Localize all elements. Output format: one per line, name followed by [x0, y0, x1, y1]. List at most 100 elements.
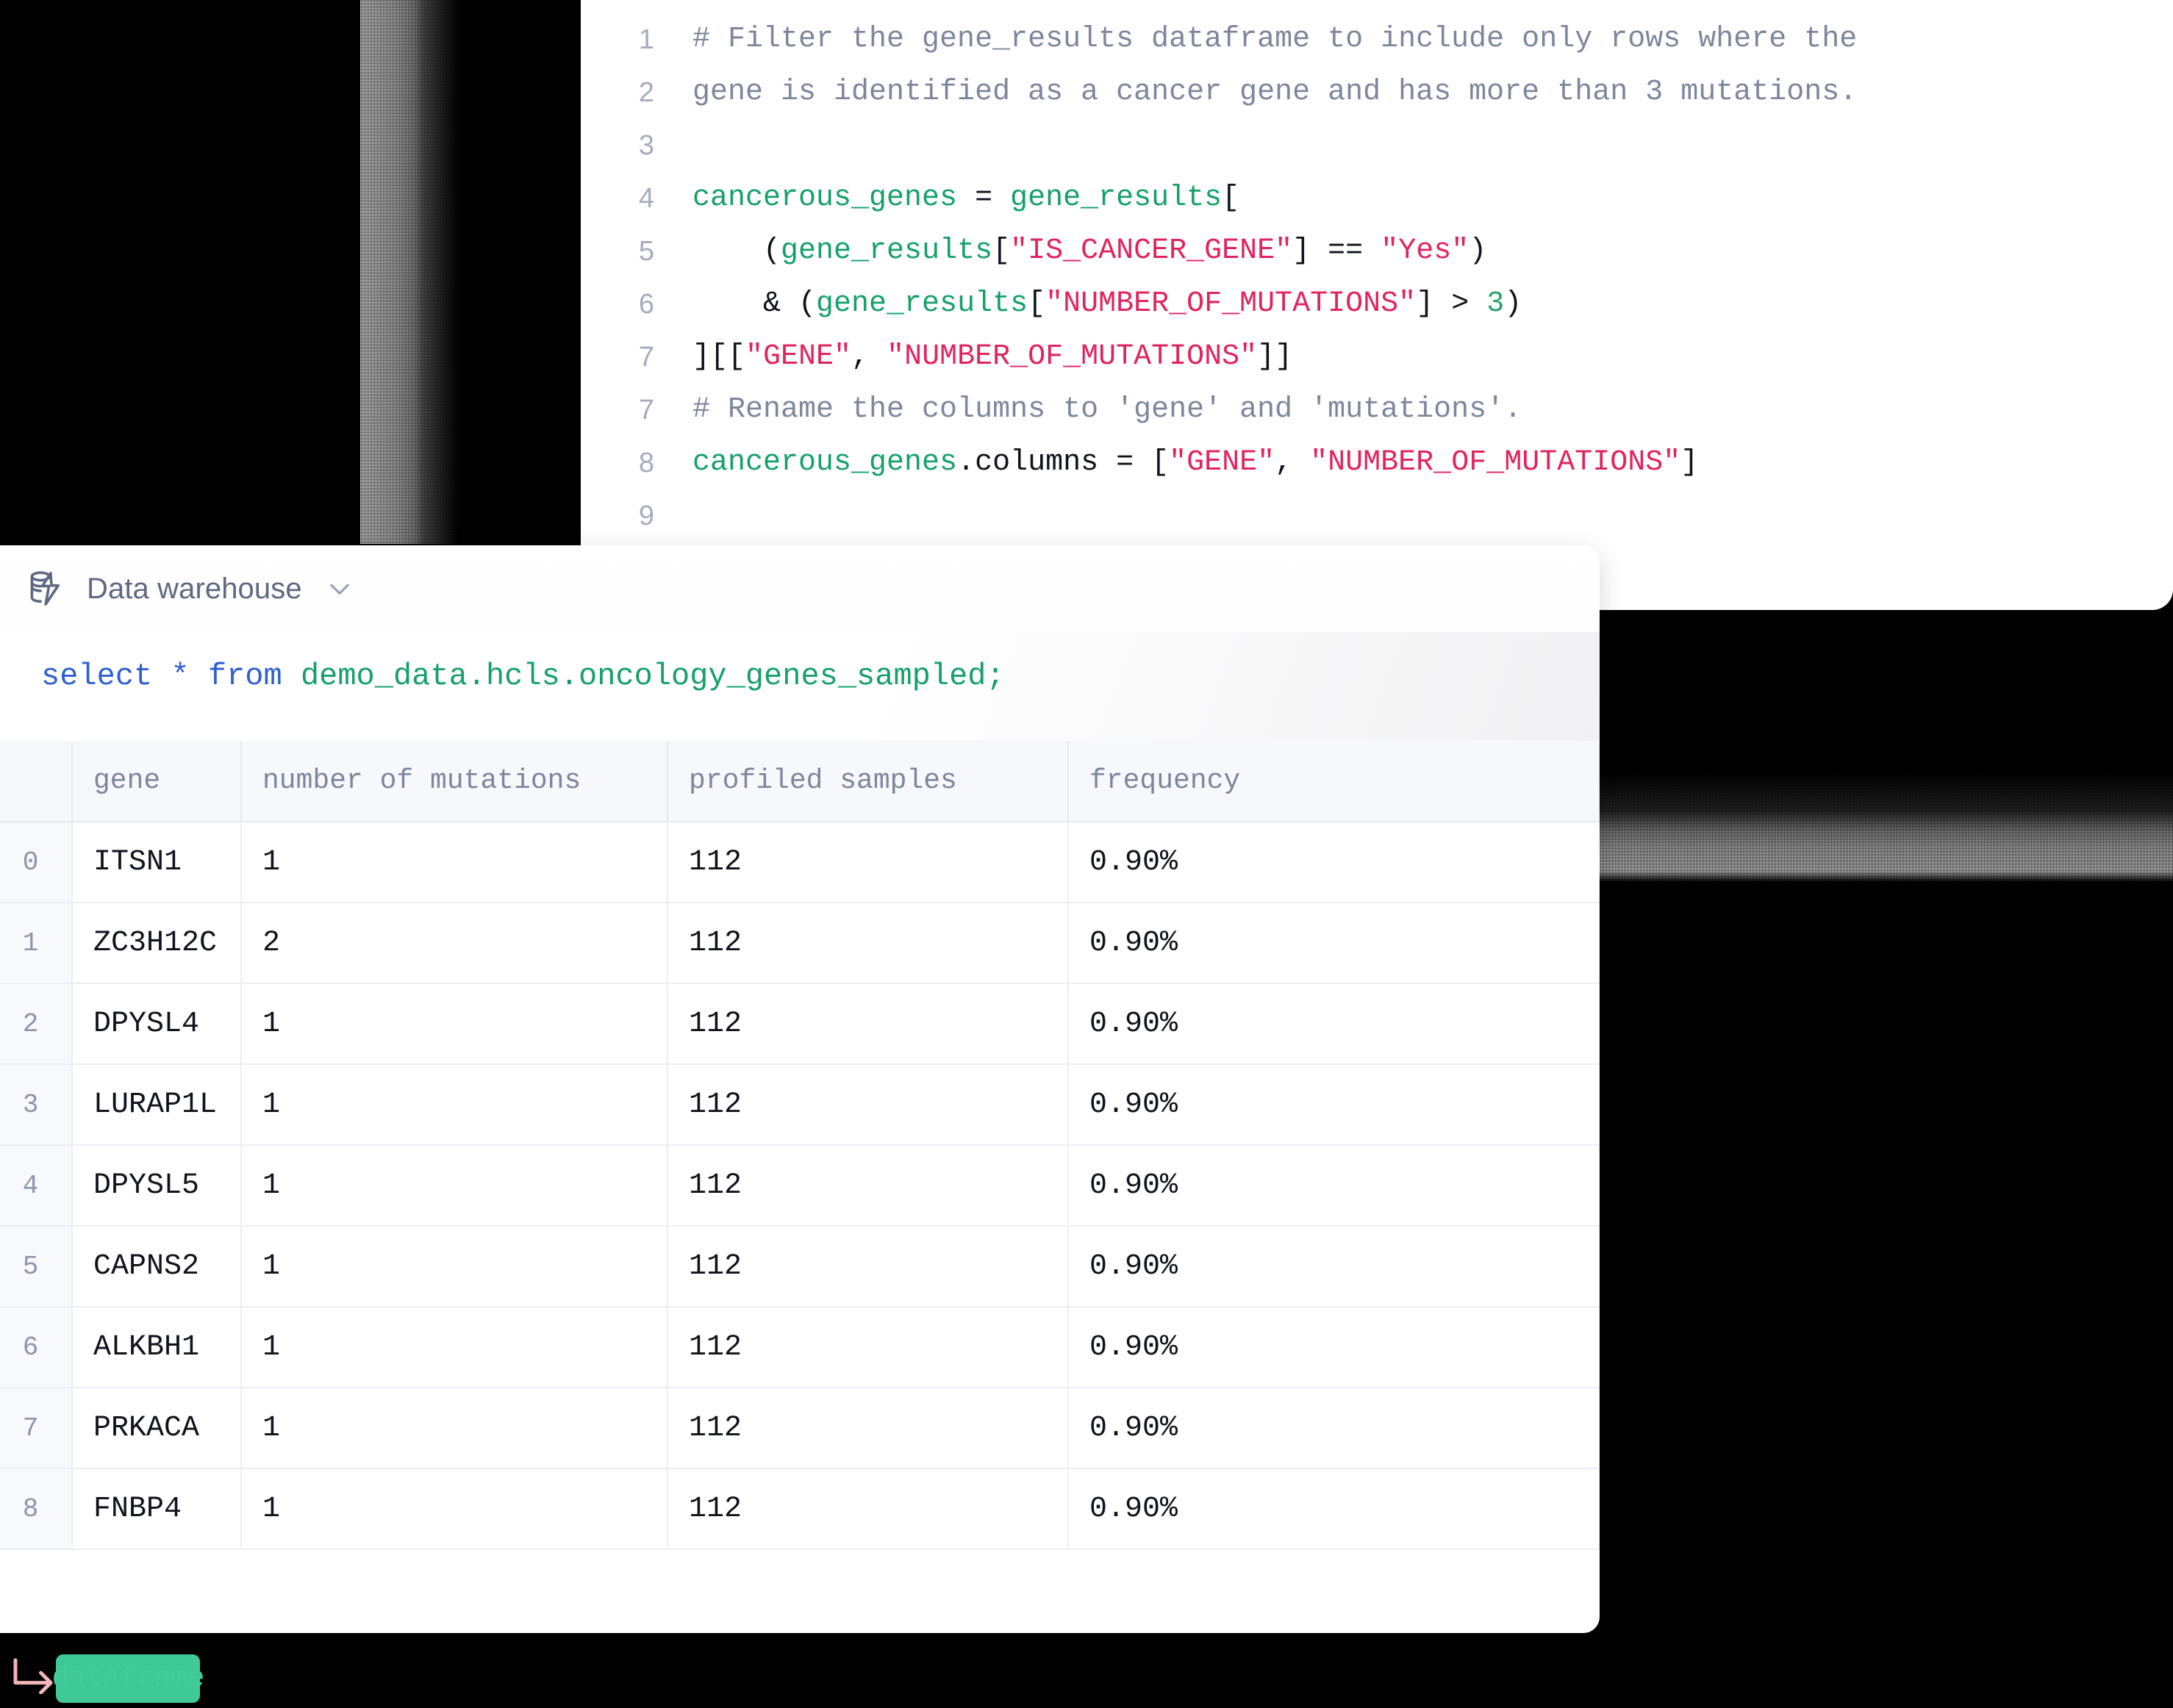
code-token-str: "NUMBER_OF_MUTATIONS" — [887, 340, 1258, 373]
code-token-plain: ) — [1504, 287, 1522, 320]
column-header-gene[interactable]: gene — [72, 741, 242, 822]
cell-profiled-samples[interactable]: 112 — [667, 1145, 1069, 1227]
cell-gene[interactable]: ZC3H12C — [72, 903, 242, 984]
cell-gene[interactable]: ALKBH1 — [72, 1307, 242, 1388]
row-index-cell: 3 — [0, 1064, 73, 1146]
column-header-profiled-samples[interactable]: profiled samples — [667, 741, 1069, 822]
code-line[interactable]: 7 # Rename the columns to 'gene' and 'mut… — [581, 384, 2173, 437]
code-line-number: 7 — [638, 395, 654, 426]
cell-profiled-samples[interactable]: 112 — [667, 1226, 1069, 1307]
cell-profiled-samples[interactable]: 112 — [667, 822, 1069, 903]
table-row[interactable]: 4 DPYSL5 1 112 0.90% — [0, 1145, 1600, 1227]
code-token-plain: ] == — [1292, 234, 1381, 268]
return-arrow-icon — [12, 1657, 56, 1695]
column-header-frequency[interactable]: frequency — [1068, 741, 1600, 822]
data-warehouse-header[interactable]: Data warehouse — [0, 545, 1600, 632]
code-line-text: cancerous_genes.columns = ["GENE", "NUMB… — [654, 437, 1698, 489]
table-row[interactable]: 3 LURAP1L 1 112 0.90% — [0, 1064, 1600, 1146]
column-header-index — [0, 741, 73, 822]
code-token-var: gene_results — [781, 234, 993, 268]
cell-gene[interactable]: FNBP4 — [72, 1468, 242, 1550]
chevron-down-icon[interactable] — [326, 575, 354, 603]
code-line[interactable]: 8 cancerous_genes.columns = ["GENE", "NUM… — [581, 437, 2173, 489]
table-row[interactable]: 7 PRKACA 1 112 0.90% — [0, 1388, 1600, 1469]
code-token-comment: gene is identified as a cancer gene and … — [692, 76, 1858, 109]
code-line[interactable]: 9 — [581, 489, 2173, 542]
code-token-plain: , — [1275, 446, 1311, 479]
table-header: gene number of mutations profiled sample… — [0, 741, 1600, 822]
cell-frequency[interactable]: 0.90% — [1068, 1307, 1600, 1388]
table-row[interactable]: 5 CAPNS2 1 112 0.90% — [0, 1226, 1600, 1307]
code-lines-container[interactable]: 1 # Filter the gene_results dataframe to … — [581, 13, 2173, 542]
row-index-cell: 8 — [0, 1468, 73, 1550]
code-token-str: "GENE" — [1169, 446, 1275, 479]
table-row[interactable]: 0 ITSN1 1 112 0.90% — [0, 822, 1600, 903]
cell-profiled-samples[interactable]: 112 — [667, 903, 1069, 984]
sql-keyword-select: select — [41, 659, 153, 694]
cell-profiled-samples[interactable]: 112 — [667, 1064, 1069, 1146]
code-line[interactable]: 6 & (gene_results["NUMBER_OF_MUTATIONS"]… — [581, 278, 2173, 331]
code-line[interactable]: 4 cancerous_genes = gene_results[ — [581, 172, 2173, 225]
cell-number-of-mutations[interactable]: 1 — [241, 1226, 668, 1307]
code-editor-panel[interactable]: 1 # Filter the gene_results dataframe to … — [581, 0, 2173, 610]
code-token-plain: ) — [1469, 234, 1487, 268]
code-line[interactable]: 2 gene is identified as a cancer gene and… — [581, 66, 2173, 119]
cell-frequency[interactable]: 0.90% — [1068, 1064, 1600, 1146]
data-warehouse-panel[interactable]: Data warehouse select * from demo_data.h… — [0, 545, 1600, 1633]
code-token-comment: # Filter the gene_results dataframe to i… — [692, 23, 1858, 56]
sql-space-1 — [190, 659, 208, 694]
code-token-plain: ] > — [1416, 287, 1487, 320]
cell-gene[interactable]: PRKACA — [72, 1388, 242, 1469]
cell-profiled-samples[interactable]: 112 — [667, 1307, 1069, 1388]
cell-number-of-mutations[interactable]: 1 — [241, 822, 668, 903]
cell-number-of-mutations[interactable]: 1 — [241, 1388, 668, 1469]
row-index-cell: 5 — [0, 1226, 73, 1307]
cell-frequency[interactable]: 0.90% — [1068, 1226, 1600, 1307]
cell-frequency[interactable]: 0.90% — [1068, 1468, 1600, 1550]
cell-number-of-mutations[interactable]: 2 — [241, 903, 668, 984]
code-line-text — [654, 119, 692, 172]
dataframe-chip-label: dataframe — [51, 1662, 204, 1696]
cell-gene[interactable]: CAPNS2 — [72, 1226, 242, 1307]
code-token-var: gene_results — [1010, 182, 1222, 215]
cell-frequency[interactable]: 0.90% — [1068, 1388, 1600, 1469]
column-header-number-of-mutations[interactable]: number of mutations — [241, 741, 668, 822]
cell-profiled-samples[interactable]: 112 — [667, 1468, 1069, 1550]
dataframe-chip[interactable]: dataframe — [51, 1654, 205, 1703]
table-row[interactable]: 1 ZC3H12C 2 112 0.90% — [0, 903, 1600, 984]
code-line-text: gene is identified as a cancer gene and … — [654, 66, 1857, 119]
cell-gene[interactable]: LURAP1L — [72, 1064, 242, 1146]
code-token-str: "IS_CANCER_GENE" — [1010, 234, 1293, 268]
row-index-cell: 1 — [0, 903, 73, 984]
query-result-table[interactable]: gene number of mutations profiled sample… — [0, 741, 1600, 1550]
cell-frequency[interactable]: 0.90% — [1068, 1145, 1600, 1227]
table-row[interactable]: 6 ALKBH1 1 112 0.90% — [0, 1307, 1600, 1388]
code-line[interactable]: 1 # Filter the gene_results dataframe to … — [581, 13, 2173, 66]
code-line[interactable]: 7][["GENE", "NUMBER_OF_MUTATIONS"]] — [581, 331, 2173, 384]
code-line[interactable]: 5 (gene_results["IS_CANCER_GENE"] == "Ye… — [581, 225, 2173, 278]
cell-number-of-mutations[interactable]: 1 — [241, 1307, 668, 1388]
cell-profiled-samples[interactable]: 112 — [667, 983, 1069, 1065]
cell-number-of-mutations[interactable]: 1 — [241, 1468, 668, 1550]
table-row[interactable]: 8 FNBP4 1 112 0.90% — [0, 1468, 1600, 1550]
code-line[interactable]: 3 — [581, 119, 2173, 172]
row-index-cell: 6 — [0, 1307, 73, 1388]
cell-frequency[interactable]: 0.90% — [1068, 903, 1600, 984]
cell-gene[interactable]: DPYSL4 — [72, 983, 242, 1065]
code-line-text: & (gene_results["NUMBER_OF_MUTATIONS"] >… — [654, 278, 1522, 331]
table-row[interactable]: 2 DPYSL4 1 112 0.90% — [0, 983, 1600, 1065]
cell-gene[interactable]: ITSN1 — [72, 822, 242, 903]
sql-query-editor[interactable]: select * from demo_data.hcls.oncology_ge… — [0, 632, 1600, 741]
code-line-text: # Filter the gene_results dataframe to i… — [654, 13, 1857, 66]
cell-frequency[interactable]: 0.90% — [1068, 983, 1600, 1065]
cell-number-of-mutations[interactable]: 1 — [241, 983, 668, 1065]
cell-number-of-mutations[interactable]: 1 — [241, 1145, 668, 1227]
code-line-number: 7 — [638, 342, 654, 373]
cell-profiled-samples[interactable]: 112 — [667, 1388, 1069, 1469]
cell-frequency[interactable]: 0.90% — [1068, 822, 1600, 903]
code-token-str: "NUMBER_OF_MUTATIONS" — [1045, 287, 1417, 320]
cell-gene[interactable]: DPYSL5 — [72, 1145, 242, 1227]
sql-star-glyph: * — [171, 659, 190, 694]
cell-number-of-mutations[interactable]: 1 — [241, 1064, 668, 1146]
code-line-number: 5 — [638, 236, 654, 267]
